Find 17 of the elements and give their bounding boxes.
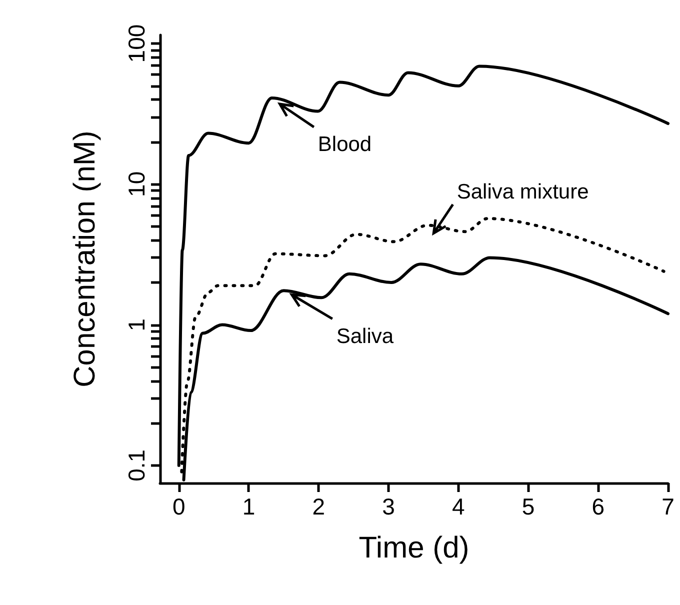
series-label: Blood bbox=[318, 133, 372, 156]
x-tick-label: 0 bbox=[172, 494, 186, 520]
x-axis-title: Time (d) bbox=[358, 532, 470, 564]
y-tick-label: 100 bbox=[124, 24, 150, 63]
y-tick-label: 1 bbox=[124, 318, 150, 332]
y-tick-label: 10 bbox=[124, 171, 150, 197]
x-tick-label: 1 bbox=[242, 494, 256, 520]
x-tick-label: 3 bbox=[382, 494, 395, 520]
x-tick-label: 2 bbox=[312, 494, 326, 520]
x-tick-label: 4 bbox=[452, 494, 465, 520]
y-axis-title: Concentration (nM) bbox=[68, 130, 102, 388]
x-tick-label: 6 bbox=[592, 494, 605, 520]
series-label: Saliva bbox=[336, 324, 394, 348]
x-tick-label: 7 bbox=[662, 494, 674, 520]
series-label: Saliva mixture bbox=[456, 180, 589, 204]
x-tick-label: 5 bbox=[522, 494, 535, 520]
y-tick-label: 0.1 bbox=[124, 449, 150, 482]
